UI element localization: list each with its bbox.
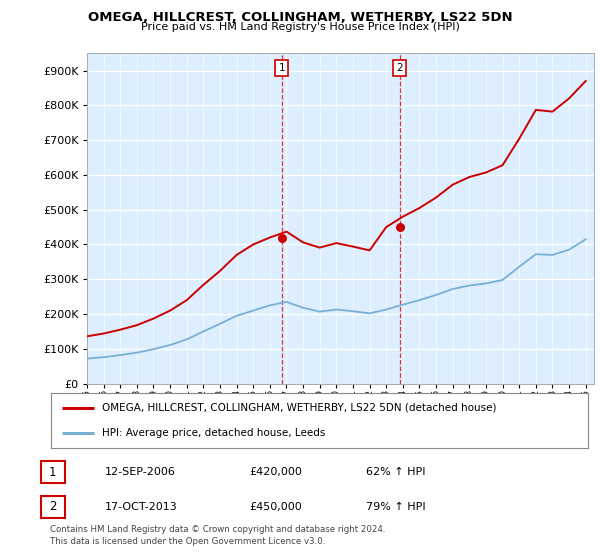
Text: 62% ↑ HPI: 62% ↑ HPI [366, 467, 425, 477]
Text: Contains HM Land Registry data © Crown copyright and database right 2024.
This d: Contains HM Land Registry data © Crown c… [50, 525, 385, 546]
Text: £420,000: £420,000 [249, 467, 302, 477]
Text: OMEGA, HILLCREST, COLLINGHAM, WETHERBY, LS22 5DN: OMEGA, HILLCREST, COLLINGHAM, WETHERBY, … [88, 11, 512, 24]
Text: Price paid vs. HM Land Registry's House Price Index (HPI): Price paid vs. HM Land Registry's House … [140, 22, 460, 32]
Text: HPI: Average price, detached house, Leeds: HPI: Average price, detached house, Leed… [102, 428, 325, 438]
Text: 12-SEP-2006: 12-SEP-2006 [105, 467, 176, 477]
Text: 1: 1 [49, 465, 56, 478]
Text: 2: 2 [396, 63, 403, 73]
Text: 17-OCT-2013: 17-OCT-2013 [105, 502, 178, 512]
Text: 1: 1 [278, 63, 285, 73]
Text: OMEGA, HILLCREST, COLLINGHAM, WETHERBY, LS22 5DN (detached house): OMEGA, HILLCREST, COLLINGHAM, WETHERBY, … [102, 403, 497, 413]
Text: 2: 2 [49, 501, 56, 514]
Text: 79% ↑ HPI: 79% ↑ HPI [366, 502, 425, 512]
Text: £450,000: £450,000 [249, 502, 302, 512]
